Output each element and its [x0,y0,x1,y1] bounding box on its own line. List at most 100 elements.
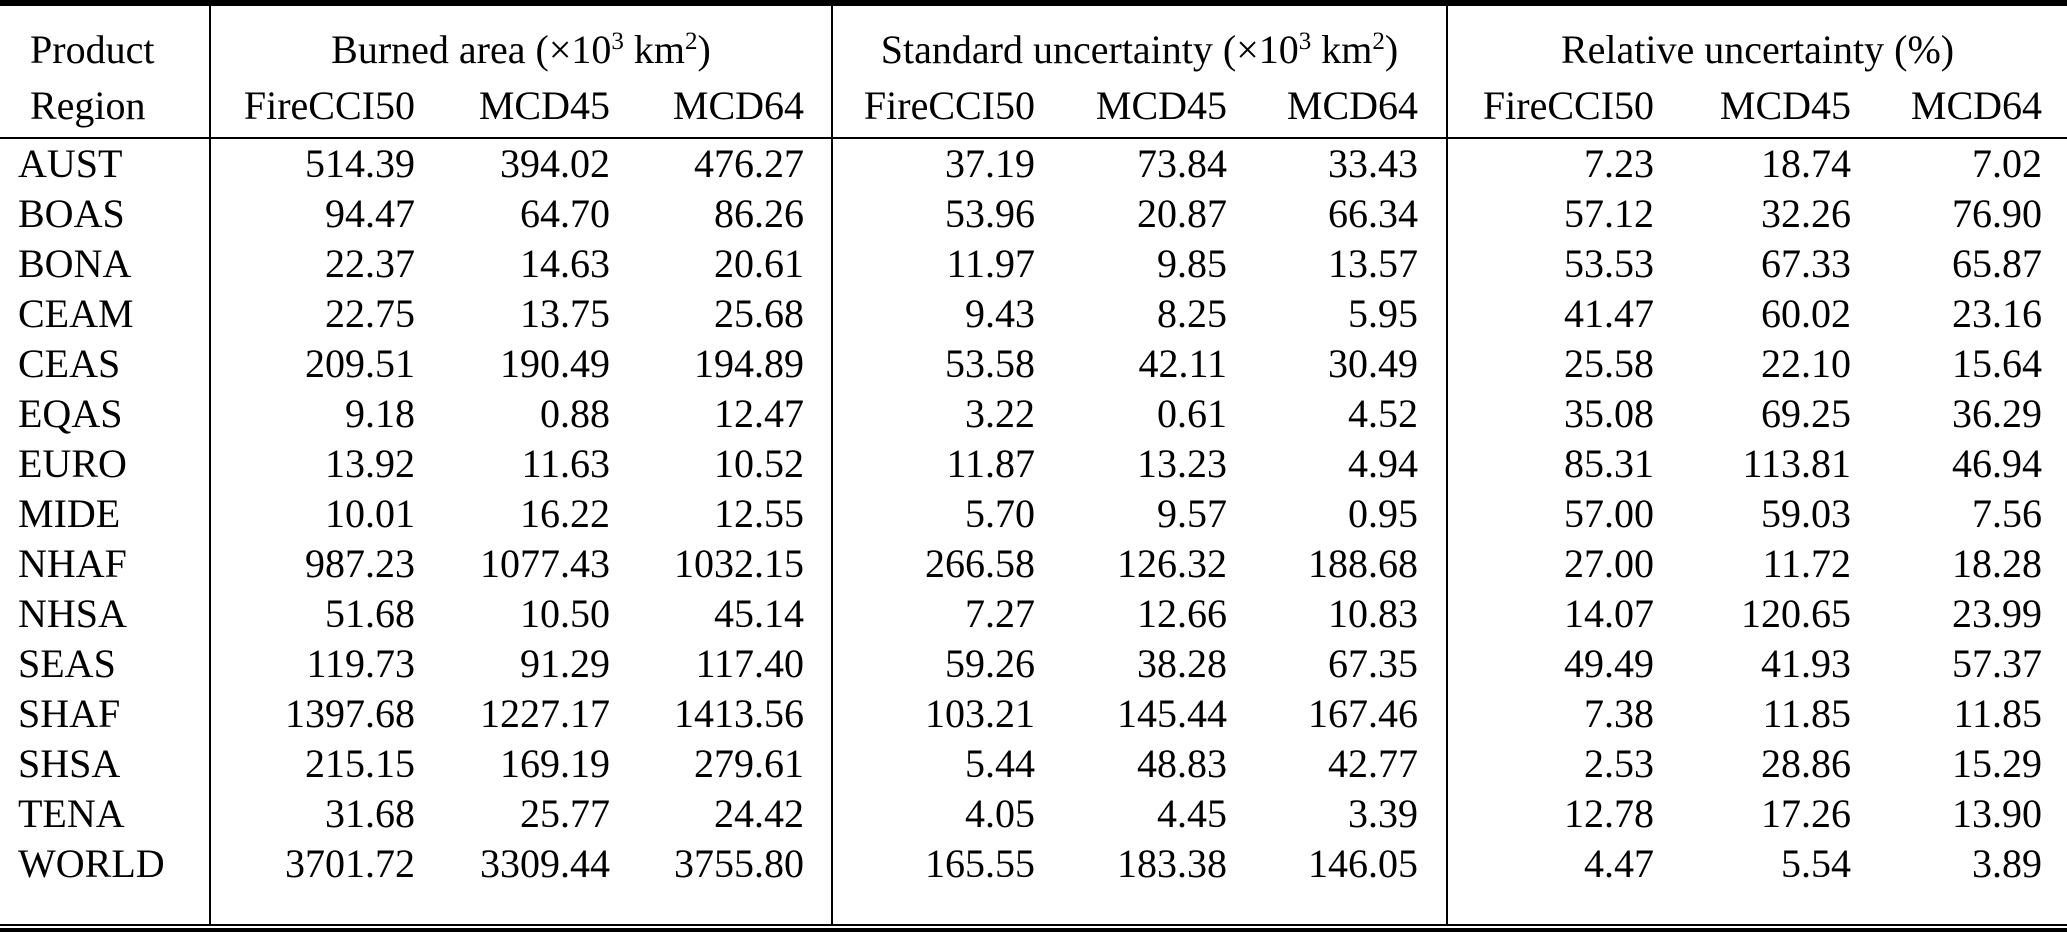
value-cell: 42.77 [1227,739,1449,789]
region-cell: EURO [0,439,211,489]
value-cell: 476.27 [610,138,834,189]
value-cell: 35.08 [1564,391,1655,436]
value-cell: 5.95 [1227,289,1449,339]
value-cell: 18.28 [1952,541,2043,586]
region-cell: SEAS [0,639,211,689]
exponent: 2 [1372,28,1385,56]
value-cell: 22.75 [325,291,415,336]
value-cell: 3309.44 [415,839,610,926]
value-cell: 57.37 [1952,641,2043,686]
table-header: Product Burned area (×103 km2) Standard … [0,3,2067,139]
column-header-mcd64: MCD64 [610,75,834,139]
value-cell: 48.83 [1137,741,1228,786]
value-cell: 36.29 [1952,391,2043,436]
exponent: 3 [611,28,624,56]
value-cell: 69.25 [1761,391,1852,436]
value-cell: 7.56 [1972,491,2043,536]
value-cell: 5.54 [1654,839,1852,926]
group-title-text: Relative uncertainty (%) [1560,27,1955,72]
value-cell: 1032.15 [610,539,834,589]
value-cell: 1413.56 [610,689,834,739]
value-cell: 17.26 [1761,791,1852,836]
value-cell: 165.55 [832,839,1036,926]
value-cell: 2.53 [1584,741,1655,786]
value-cell: 167.46 [1227,689,1449,739]
region-cell: BOAS [0,189,211,239]
value-cell: 94.47 [325,191,415,236]
value-cell: 279.61 [610,739,834,789]
group-header-row: Product Burned area (×103 km2) Standard … [0,3,2067,75]
value-cell: 42.11 [1138,341,1228,386]
column-header-mcd64: MCD64 [1227,75,1449,139]
region-cell: SHSA [0,739,211,789]
value-cell: 25.68 [610,289,834,339]
value-cell: 86.26 [610,189,834,239]
value-cell: 0.88 [540,391,610,436]
value-cell: 194.89 [610,339,834,389]
value-cell: 1397.68 [285,691,415,736]
value-cell: 76.90 [1952,191,2043,236]
column-header-firecci50: FireCCI50 [210,75,415,139]
value-cell: 41.93 [1761,641,1852,686]
value-cell: 33.43 [1227,138,1449,189]
value-cell: 7.02 [1972,141,2043,186]
value-cell: 31.68 [325,791,415,836]
value-cell: 183.38 [1035,839,1228,926]
table-row: SHSA 215.15 169.19 279.61 5.44 48.83 42.… [0,739,2067,789]
value-cell: 12.78 [1564,791,1655,836]
value-cell: 119.73 [306,641,415,686]
table-row: BOAS 94.47 64.70 86.26 53.96 20.87 66.34… [0,189,2067,239]
value-cell: 13.75 [520,291,610,336]
region-cell: SHAF [0,689,211,739]
value-cell: 3755.80 [610,839,834,926]
value-cell: 3.89 [1851,839,2067,926]
value-cell: 10.01 [325,491,415,536]
value-cell: 7.38 [1584,691,1655,736]
value-cell: 27.00 [1564,541,1655,586]
value-cell: 190.49 [500,341,610,386]
value-cell: 4.05 [965,791,1036,836]
value-cell: 85.31 [1564,441,1655,486]
table-row: SEAS 119.73 91.29 117.40 59.26 38.28 67.… [0,639,2067,689]
value-cell: 11.72 [1762,541,1852,586]
value-cell: 23.16 [1952,291,2043,336]
table-row: CEAM 22.75 13.75 25.68 9.43 8.25 5.95 41… [0,289,2067,339]
table-row: SHAF 1397.68 1227.17 1413.56 103.21 145.… [0,689,2067,739]
value-cell: 146.05 [1227,839,1449,926]
value-cell: 22.37 [325,241,415,286]
value-cell: 57.12 [1564,191,1655,236]
region-cell: CEAS [0,339,211,389]
table-row: BONA 22.37 14.63 20.61 11.97 9.85 13.57 … [0,239,2067,289]
region-cell: AUST [0,138,211,189]
value-cell: 4.47 [1447,839,1655,926]
value-cell: 64.70 [520,191,610,236]
group-header-relative-uncertainty: Relative uncertainty (%) [1447,3,2067,75]
value-cell: 113.81 [1742,441,1852,486]
column-header-mcd64: MCD64 [1851,75,2067,139]
group-title-close: ) [1384,27,1399,72]
exponent: 2 [685,28,698,56]
table-row: AUST 514.39 394.02 476.27 37.19 73.84 33… [0,138,2067,189]
value-cell: 24.42 [610,789,834,839]
value-cell: 0.95 [1227,489,1449,539]
value-cell: 14.07 [1564,591,1655,636]
value-cell: 117.40 [610,639,834,689]
value-cell: 5.70 [965,491,1036,536]
column-header-mcd45: MCD45 [1035,75,1228,139]
table-row: MIDE 10.01 16.22 12.55 5.70 9.57 0.95 57… [0,489,2067,539]
value-cell: 65.87 [1952,241,2043,286]
table-row: CEAS 209.51 190.49 194.89 53.58 42.11 30… [0,339,2067,389]
group-header-standard-uncertainty: Standard uncertainty (×103 km2) [832,3,1449,75]
value-cell: 9.57 [1157,491,1228,536]
value-cell: 3.39 [1227,789,1449,839]
value-cell: 41.47 [1564,291,1655,336]
value-cell: 11.97 [946,241,1036,286]
region-cell: TENA [0,789,211,839]
value-cell: 4.45 [1157,791,1228,836]
value-cell: 188.68 [1227,539,1449,589]
value-cell: 514.39 [305,141,415,186]
value-cell: 46.94 [1952,441,2043,486]
region-cell: NHAF [0,539,211,589]
value-cell: 20.87 [1137,191,1228,236]
